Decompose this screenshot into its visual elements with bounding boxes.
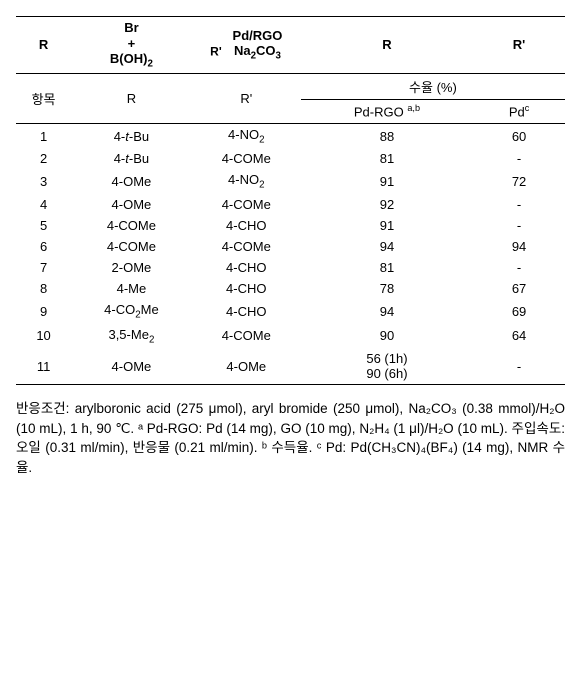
cell-index: 4 — [16, 194, 71, 215]
cell-Rp: 4-CHO — [192, 257, 301, 278]
cell-index: 8 — [16, 278, 71, 299]
cell-yield-pd: 64 — [473, 324, 565, 349]
header-yield1-text: Pd-RGO — [354, 105, 404, 120]
cell-Rp: 4-COMe — [192, 324, 301, 349]
cell-R: 4-OMe — [71, 194, 192, 215]
cell-yield-pd: 60 — [473, 123, 565, 148]
cell-yield-pd: 72 — [473, 169, 565, 194]
table-row: 24-t-Bu4-COMe81- — [16, 148, 565, 169]
cell-yield-pd: 67 — [473, 278, 565, 299]
scheme-R-right: R — [301, 17, 473, 74]
cell-yield-pd: 69 — [473, 299, 565, 324]
cell-yield-pdrgo: 92 — [301, 194, 473, 215]
table-row: 103,5-Me24-COMe9064 — [16, 324, 565, 349]
table-row: 64-COMe4-COMe9494 — [16, 236, 565, 257]
cell-R: 4-OMe — [71, 169, 192, 194]
cell-Rp: 4-CHO — [192, 278, 301, 299]
header-yield2-text: Pd — [509, 105, 525, 120]
cell-yield-pdrgo: 94 — [301, 299, 473, 324]
cell-yield-pdrgo: 94 — [301, 236, 473, 257]
table-row: 14-t-Bu4-NO28860 — [16, 123, 565, 148]
cell-yield-pd: - — [473, 148, 565, 169]
cell-Rp: 4-OMe — [192, 348, 301, 384]
cell-index: 11 — [16, 348, 71, 384]
scheme-base-sub2: 3 — [276, 51, 281, 62]
scheme-br: Br — [73, 20, 190, 36]
cell-R: 4-CO2Me — [71, 299, 192, 324]
cell-R: 4-t-Bu — [71, 148, 192, 169]
scheme-boh2-sub: 2 — [147, 59, 152, 70]
table-row: 44-OMe4-COMe92- — [16, 194, 565, 215]
header-yield1-sup: a,b — [407, 103, 420, 113]
cell-index: 5 — [16, 215, 71, 236]
cell-Rp: 4-CHO — [192, 299, 301, 324]
scheme-reagent-left: Br + B(OH)2 — [71, 17, 192, 74]
cell-yield-pdrgo: 78 — [301, 278, 473, 299]
cell-index: 10 — [16, 324, 71, 349]
cell-index: 3 — [16, 169, 71, 194]
cell-yield-pd: - — [473, 257, 565, 278]
scheme-center: R' Pd/RGO Na2CO3 — [192, 17, 301, 74]
cell-R: 2-OMe — [71, 257, 192, 278]
scheme-plus: + — [73, 36, 190, 52]
scheme-pdrgo: Pd/RGO — [233, 28, 283, 43]
scheme-catalyst: Pd/RGO Na2CO3 — [233, 28, 283, 63]
reaction-table: R Br + B(OH)2 R' Pd/RGO Na2CO3 R R' 항목 R… — [16, 16, 565, 385]
cell-Rp: 4-CHO — [192, 215, 301, 236]
header-R: R — [71, 74, 192, 123]
cell-Rp: 4-NO2 — [192, 123, 301, 148]
scheme-base-co: CO — [256, 43, 276, 58]
header-yield-pd: Pdc — [473, 100, 565, 123]
cell-yield-pdrgo: 90 — [301, 324, 473, 349]
cell-index: 1 — [16, 123, 71, 148]
cell-yield-pdrgo: 81 — [301, 148, 473, 169]
footnote: 반응조건: arylboronic acid (275 μmol), aryl … — [16, 399, 565, 477]
cell-yield-pd: 94 — [473, 236, 565, 257]
cell-index: 2 — [16, 148, 71, 169]
cell-R: 4-COMe — [71, 215, 192, 236]
table-row: 84-Me4-CHO7867 — [16, 278, 565, 299]
table-row: 34-OMe4-NO29172 — [16, 169, 565, 194]
table-row: 54-COMe4-CHO91- — [16, 215, 565, 236]
cell-Rp: 4-NO2 — [192, 169, 301, 194]
cell-yield-pd: - — [473, 348, 565, 384]
cell-index: 9 — [16, 299, 71, 324]
scheme-boh2-text: B(OH) — [110, 51, 148, 66]
table-row: 94-CO2Me4-CHO9469 — [16, 299, 565, 324]
scheme-R-left: R — [16, 17, 71, 74]
header-Rp: R' — [192, 74, 301, 123]
cell-yield-pdrgo: 56 (1h)90 (6h) — [301, 348, 473, 384]
cell-R: 4-COMe — [71, 236, 192, 257]
cell-yield-pdrgo: 91 — [301, 215, 473, 236]
cell-R: 3,5-Me2 — [71, 324, 192, 349]
cell-yield-pdrgo: 88 — [301, 123, 473, 148]
cell-R: 4-Me — [71, 278, 192, 299]
table-row: 114-OMe4-OMe56 (1h)90 (6h)- — [16, 348, 565, 384]
cell-yield-pdrgo: 81 — [301, 257, 473, 278]
table-row: 72-OMe4-CHO81- — [16, 257, 565, 278]
cell-index: 6 — [16, 236, 71, 257]
scheme-Rprime-right: R' — [473, 17, 565, 74]
cell-index: 7 — [16, 257, 71, 278]
cell-yield-pd: - — [473, 194, 565, 215]
header-yield-pdrgo: Pd-RGO a,b — [301, 100, 473, 123]
cell-yield-pdrgo: 91 — [301, 169, 473, 194]
scheme-boh2: B(OH)2 — [73, 51, 190, 70]
cell-yield-pd: - — [473, 215, 565, 236]
scheme-base: Na2CO3 — [234, 43, 281, 58]
cell-Rp: 4-COMe — [192, 236, 301, 257]
header-yield-group: 수율 (%) — [301, 74, 565, 100]
cell-Rp: 4-COMe — [192, 194, 301, 215]
scheme-base-na: Na — [234, 43, 251, 58]
table-bottom-rule — [16, 384, 565, 385]
cell-R: 4-t-Bu — [71, 123, 192, 148]
header-index: 항목 — [16, 74, 71, 123]
cell-Rp: 4-COMe — [192, 148, 301, 169]
scheme-rprime: R' — [210, 44, 222, 58]
header-yield2-sup: c — [525, 103, 530, 113]
cell-R: 4-OMe — [71, 348, 192, 384]
